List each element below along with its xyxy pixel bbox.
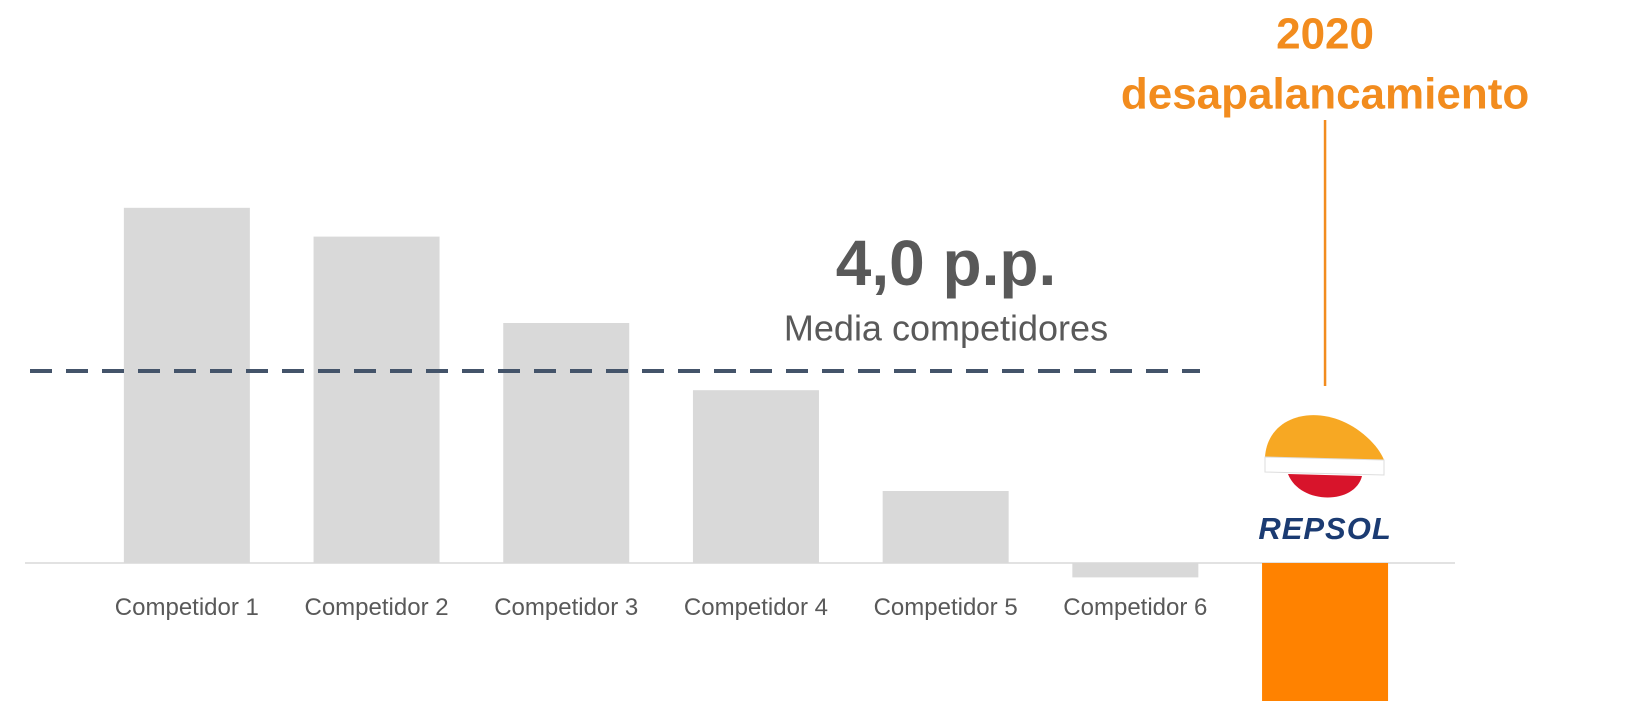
bar xyxy=(503,323,630,563)
x-tick-label: Competidor 5 xyxy=(873,594,1018,621)
x-tick-label: Competidor 1 xyxy=(114,594,259,621)
average-sublabel: Media competidores xyxy=(784,308,1108,349)
x-tick-label: Competidor 6 xyxy=(1063,594,1208,621)
x-tick-label: Competidor 4 xyxy=(683,594,828,621)
bar xyxy=(882,491,1009,563)
logo-text: REPSOL xyxy=(1258,511,1391,546)
bar xyxy=(313,236,440,563)
x-tick-label: Competidor 3 xyxy=(494,594,639,621)
bar xyxy=(1072,563,1199,578)
bar xyxy=(692,390,819,563)
x-tick-label: Competidor 2 xyxy=(304,594,449,621)
average-label: 4,0 p.p. xyxy=(836,227,1057,299)
annotation: 2020 xyxy=(1276,10,1374,59)
annotation: desapalancamiento xyxy=(1121,70,1529,119)
repsol-logo xyxy=(1264,415,1385,498)
bar xyxy=(1262,563,1389,701)
bar xyxy=(123,207,250,564)
